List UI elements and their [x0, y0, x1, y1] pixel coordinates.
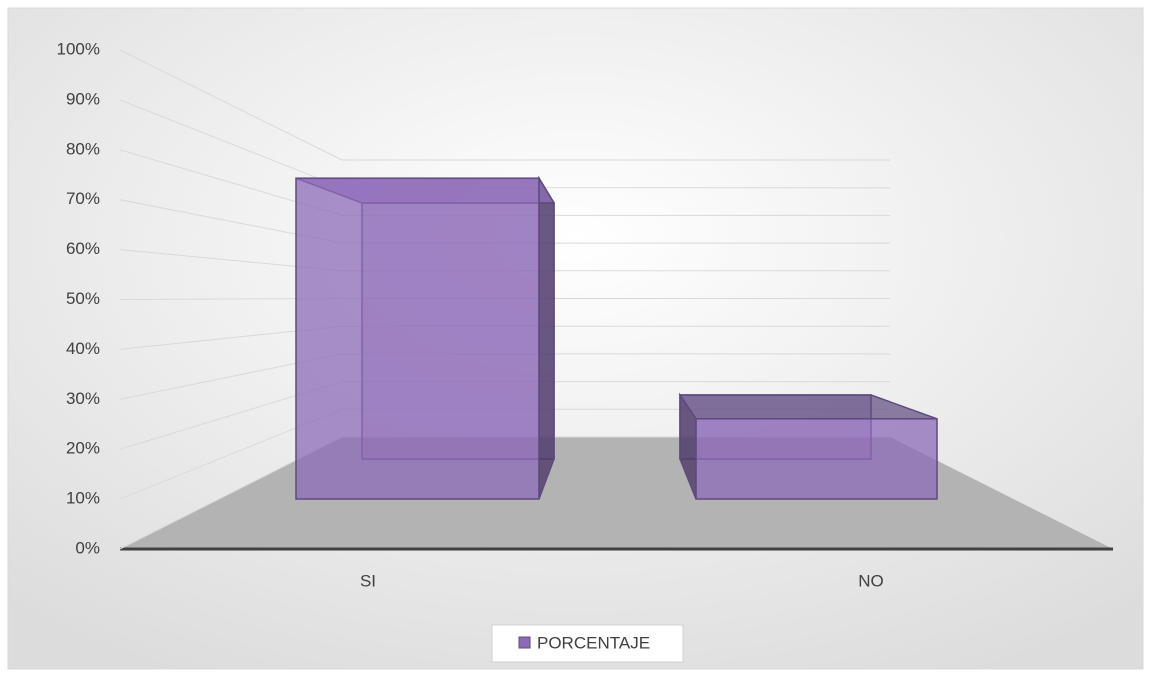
- y-tick-label: 60%: [66, 239, 100, 258]
- x-tick-label: NO: [858, 571, 884, 590]
- y-tick-label: 70%: [66, 189, 100, 208]
- y-tick-label: 80%: [66, 139, 100, 158]
- y-tick-label: 90%: [66, 89, 100, 108]
- legend-swatch: [518, 636, 531, 649]
- y-tick-label: 40%: [66, 339, 100, 358]
- plot-background: [7, 7, 1144, 670]
- bar: [295, 177, 540, 500]
- y-tick-label: 30%: [66, 389, 100, 408]
- y-tick-label: 20%: [66, 439, 100, 458]
- y-tick-label: 50%: [66, 289, 100, 308]
- y-tick-label: 100%: [57, 39, 100, 58]
- x-tick-label: SI: [360, 571, 376, 590]
- grid-line: [119, 99, 343, 189]
- grid-line: [119, 49, 343, 161]
- y-tick-label: 0%: [75, 538, 100, 557]
- legend-label: PORCENTAJE: [537, 633, 650, 652]
- bar-side: [538, 175, 555, 500]
- y-tick-label: 10%: [66, 489, 100, 508]
- bar: [695, 418, 938, 500]
